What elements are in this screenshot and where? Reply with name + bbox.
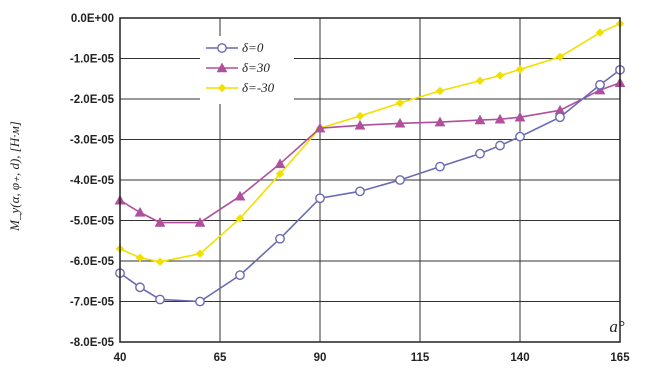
legend-label: δ=30 — [242, 60, 270, 75]
x-axis-ticks: 40 65 90 115 140 165 — [114, 352, 631, 364]
series-line — [119, 69, 621, 303]
data-point — [395, 175, 405, 185]
x-tick-label: 115 — [411, 352, 430, 364]
legend-item: δ=-30 — [206, 80, 275, 95]
data-point — [275, 169, 285, 179]
y-tick-label: -3.0E-05 — [70, 135, 115, 147]
legend-marker — [217, 43, 227, 53]
x-tick-label: 65 — [214, 352, 227, 364]
data-point — [474, 114, 486, 125]
data-point — [154, 217, 166, 227]
x-tick-label: 90 — [314, 352, 327, 364]
y-tick-label: -1.0E-05 — [70, 54, 115, 66]
data-point — [395, 98, 405, 108]
y-axis-ticks: 0.0E+00 -1.0E-05 -2.0E-05 -3.0E-05 -4.0E-05 -… — [70, 13, 115, 349]
data-point — [435, 161, 445, 172]
data-point — [555, 52, 565, 62]
data-point — [234, 190, 246, 201]
data-point — [595, 79, 605, 90]
series-line — [119, 22, 621, 263]
data-point — [155, 257, 165, 267]
x-tick-label: 165 — [610, 352, 630, 364]
data-point — [494, 113, 506, 124]
y-tick-label: -6.0E-05 — [70, 256, 115, 268]
data-point — [235, 214, 245, 223]
data-point — [514, 111, 526, 122]
data-point — [275, 233, 285, 244]
x-tick-label: 140 — [510, 352, 529, 364]
y-tick-label: -8.0E-05 — [70, 337, 115, 349]
data-point — [515, 131, 525, 142]
data-point — [475, 148, 485, 159]
legend-marker — [217, 83, 227, 93]
y-tick-label: -2.0E-05 — [70, 94, 115, 106]
data-point — [354, 119, 366, 130]
y-tick-label: 0.0E+00 — [71, 13, 114, 25]
data-point — [394, 117, 406, 128]
plot-frame — [119, 17, 621, 343]
data-point — [495, 71, 505, 80]
data-point — [355, 111, 365, 121]
data-point — [434, 116, 446, 127]
data-point — [195, 249, 205, 258]
data-point — [515, 65, 525, 74]
data-point — [235, 270, 245, 281]
data-point — [155, 294, 165, 305]
legend-item: δ=0 — [206, 40, 264, 55]
data-point — [135, 282, 145, 293]
legend-label: δ=0 — [242, 40, 264, 55]
data-point — [475, 76, 485, 85]
data-point — [314, 122, 326, 133]
series-line — [119, 82, 621, 224]
series-0 — [115, 64, 625, 307]
x-axis-label: a° — [609, 317, 625, 336]
legend-label: δ=-30 — [242, 80, 275, 95]
data-point — [435, 86, 445, 96]
data-point — [555, 112, 565, 123]
y-tick-label: -5.0E-05 — [70, 216, 115, 228]
data-point — [195, 296, 205, 307]
x-tick-label: 40 — [114, 352, 127, 364]
data-point — [595, 28, 605, 37]
y-tick-label: -4.0E-05 — [70, 175, 115, 187]
data-point — [274, 158, 286, 169]
data-point — [134, 206, 146, 217]
data-point — [194, 217, 206, 227]
series-group — [114, 19, 626, 307]
y-axis-label: M_y(α, φ₊, d), [H·м] — [7, 121, 22, 232]
legend-marker — [216, 62, 228, 73]
data-point — [135, 253, 145, 262]
legend: δ=0 δ=30 δ=-30 — [200, 36, 294, 104]
data-point — [495, 140, 505, 151]
data-point — [355, 186, 365, 197]
legend-item: δ=30 — [206, 60, 270, 75]
y-tick-label: -7.0E-05 — [70, 297, 115, 309]
data-point — [315, 193, 325, 204]
